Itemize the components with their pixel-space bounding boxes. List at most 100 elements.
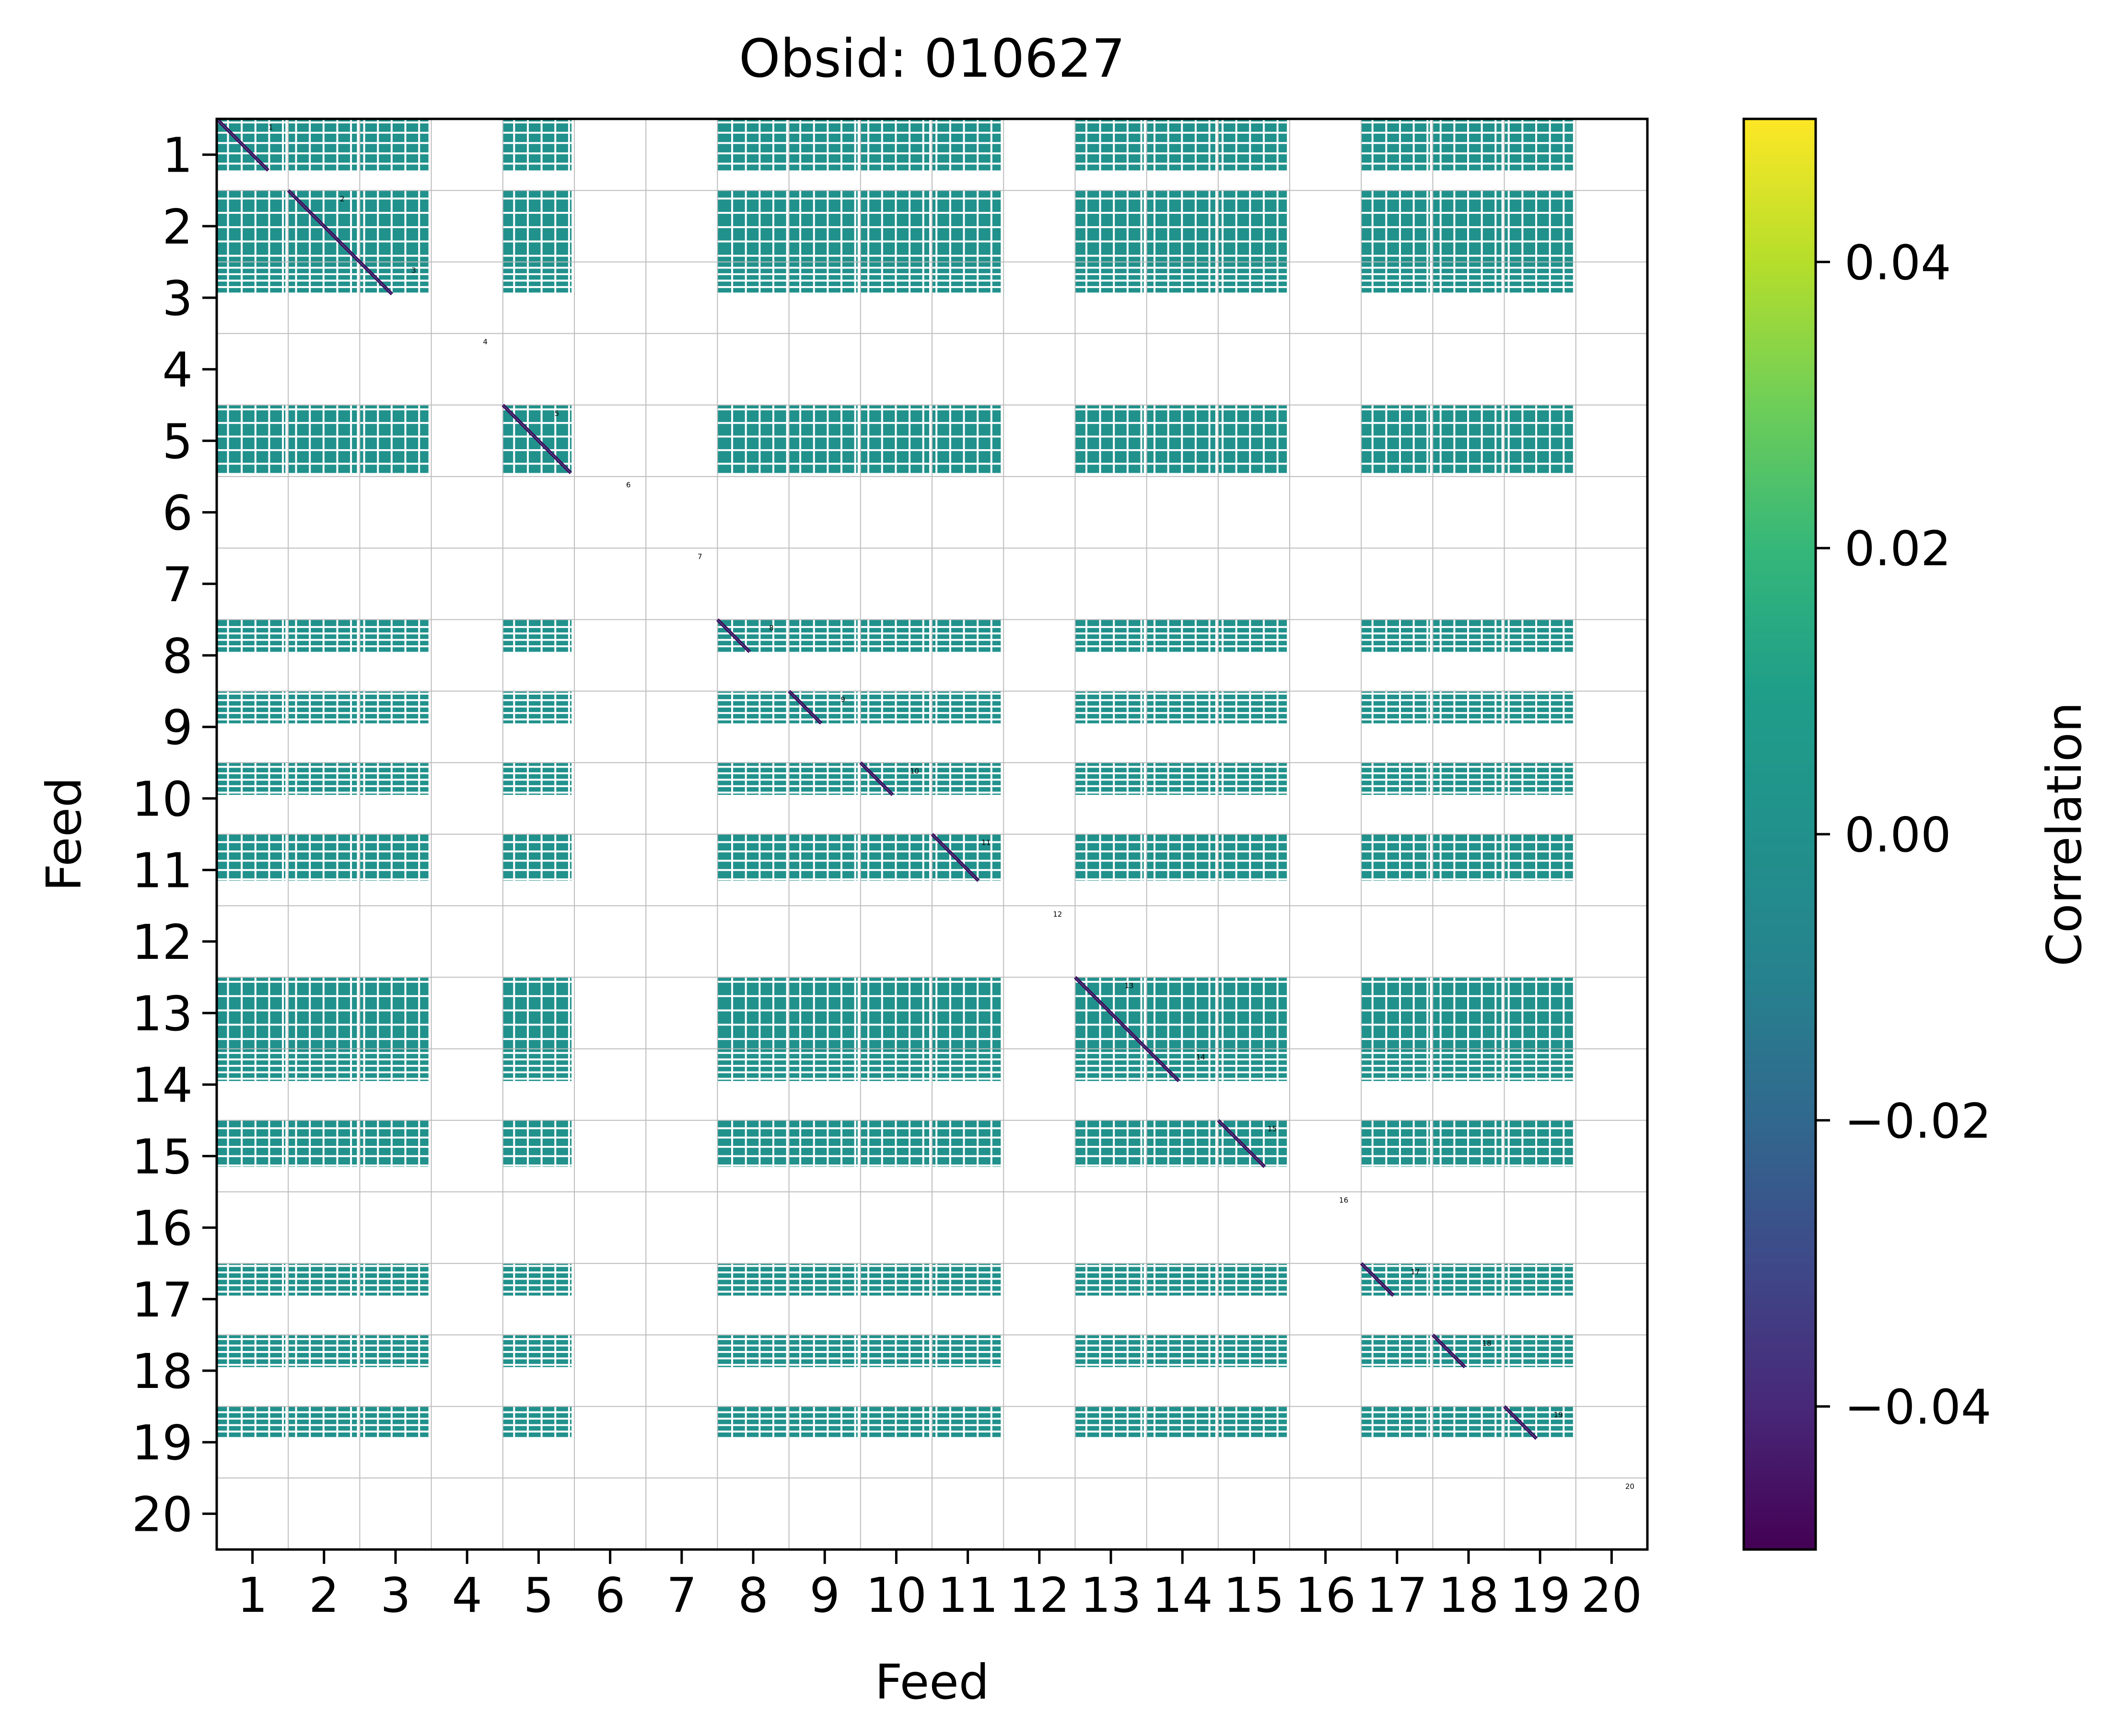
diagonal-self-correlation-core [502,405,571,474]
x-tick-label: 16 [1295,1567,1356,1623]
colorbar-tick-label: −0.02 [1844,1093,1991,1149]
cell-block [1218,405,1287,473]
x-tick-label: 19 [1510,1567,1571,1623]
cell-block [1504,405,1573,473]
cell-block [717,119,786,171]
x-tick-label: 1 [237,1567,268,1623]
y-tick-label: 9 [162,699,193,756]
diagonal-feed-label: 8 [769,624,774,632]
diagonal-self-correlation-core [217,119,269,171]
diagonal-feed-label: 15 [1268,1124,1277,1133]
y-tick-label: 8 [162,628,193,684]
diagonal-self-correlation-core [860,762,893,795]
cell-block [360,977,429,1049]
diagonal-self-correlation-core [1074,977,1147,1049]
colorbar-label: Correlation [2036,702,2092,966]
y-tick-label: 18 [132,1343,193,1399]
x-tick-label: 4 [452,1567,482,1623]
diagonal-self-correlation-core [717,619,750,652]
colorbar-tick-label: 0.00 [1844,807,1951,863]
y-tick-label: 19 [132,1415,193,1471]
cell-block [1433,405,1502,473]
cell-block [1218,977,1287,1049]
cell-block [717,977,786,1049]
x-tick-label: 2 [309,1567,339,1623]
y-tick-label: 15 [132,1129,193,1185]
x-tick-label: 18 [1438,1567,1499,1623]
x-tick-label: 20 [1581,1567,1642,1623]
x-tick-label: 13 [1080,1567,1141,1623]
diagonal-self-correlation-core [1361,1263,1394,1296]
colorbar-tick-label: 0.04 [1844,234,1951,291]
diagonal-feed-label: 13 [1124,981,1133,990]
diagonal-feed-label: 1 [268,123,273,132]
diagonal-self-correlation-core [932,834,979,881]
y-tick-label: 3 [162,270,193,326]
cell-block [1433,977,1502,1049]
diagonal-feed-label: 11 [981,839,991,847]
cell-block [932,119,1001,171]
y-tick-label: 5 [162,413,193,469]
cell-block [932,405,1001,473]
x-tick-label: 8 [738,1567,769,1623]
x-axis-ticks: 1 2 3 4 5 6 7 8 9 10 11 12 13 14 15 16 17 18 19 20 [237,1550,1642,1623]
cell-block [932,977,1001,1049]
diagonal-feed-label: 2 [340,195,345,203]
diagonal-lines [217,119,1538,1440]
cell-block [1504,1335,1573,1367]
x-tick-label: 7 [666,1567,697,1623]
colorbar [1744,119,1816,1550]
diagonal-feed-label: 12 [1053,910,1062,919]
diagonal-feed-label: 16 [1339,1196,1348,1205]
grid-lines [217,119,1647,1550]
cell-block [360,1335,429,1367]
colorbar-ticks: −0.04 −0.02 0.00 0.02 0.04 [1816,234,1991,1435]
cell-block [717,405,786,473]
diagonal-feed-label: 10 [910,767,919,775]
y-tick-label: 11 [132,843,193,899]
x-tick-label: 10 [866,1567,927,1623]
diagonal-feed-label: 9 [840,695,845,704]
diagonal-feed-label: 17 [1411,1268,1420,1276]
y-tick-label: 20 [132,1486,193,1542]
diagonal-feed-label: 4 [483,338,488,346]
y-tick-label: 4 [162,342,193,398]
diagonal-feed-label: 5 [555,409,560,418]
cell-block [1433,1335,1502,1367]
diagonal-self-correlation-core [1432,1334,1466,1368]
cell-block [1504,977,1573,1049]
diagonal-self-correlation-core [359,261,393,295]
diagonal-self-correlation-core [788,690,822,724]
x-tick-label: 14 [1152,1567,1213,1623]
cell-block [717,1335,786,1367]
x-tick-label: 3 [380,1567,411,1623]
x-tick-label: 15 [1224,1567,1284,1623]
y-tick-label: 14 [132,1057,193,1113]
colorbar-tick-label: 0.02 [1844,521,1951,577]
x-axis-label: Feed [875,1654,990,1710]
diagonal-feed-label: 19 [1554,1410,1563,1419]
y-tick-label: 10 [132,771,193,827]
diagonal-feed-label: 14 [1196,1053,1205,1061]
cell-block [360,119,429,171]
diagonal-self-correlation-core [1146,1048,1179,1082]
y-tick-label: 16 [132,1200,193,1257]
diagonal-feed-label: 7 [698,552,702,561]
diagonal-feed-label: 6 [626,481,631,489]
diagonal-feed-label: 20 [1625,1482,1634,1491]
cell-block [1218,1335,1287,1367]
x-tick-label: 11 [937,1567,998,1623]
y-tick-label: 17 [132,1272,193,1328]
y-tick-label: 7 [162,557,193,613]
cell-block [1433,119,1502,171]
diagonal-self-correlation-core [1504,1406,1537,1439]
chart-title: Obsid: 010627 [739,28,1125,89]
y-tick-label: 6 [162,485,193,541]
y-tick-label: 1 [162,128,193,184]
diagonal-self-correlation-core [1218,1120,1265,1167]
y-axis-label: Feed [36,777,92,892]
colorbar-tick-label: −0.04 [1844,1379,1991,1435]
diagonal-feed-label: 3 [411,266,416,275]
